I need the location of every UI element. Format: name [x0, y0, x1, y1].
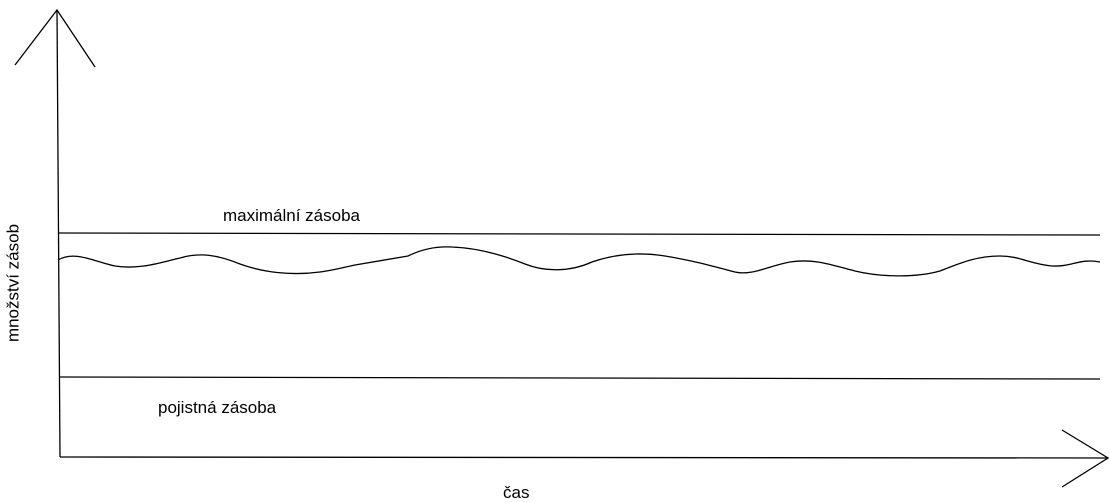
x-axis-arrowhead: [1061, 429, 1110, 488]
safety-stock-label: pojistná zásoba: [158, 398, 277, 417]
safety-stock-line: [58, 376, 1101, 380]
x-axis-line: [59, 456, 1109, 459]
stock-level-curve: [57, 246, 1101, 277]
max-stock-label: maximální zásoba: [223, 206, 361, 225]
x-axis-label: čas: [503, 483, 530, 502]
max-stock-line: [57, 232, 1101, 236]
y-axis-arrowhead: [14, 8, 96, 68]
y-axis-label: množství zásob: [3, 223, 23, 343]
